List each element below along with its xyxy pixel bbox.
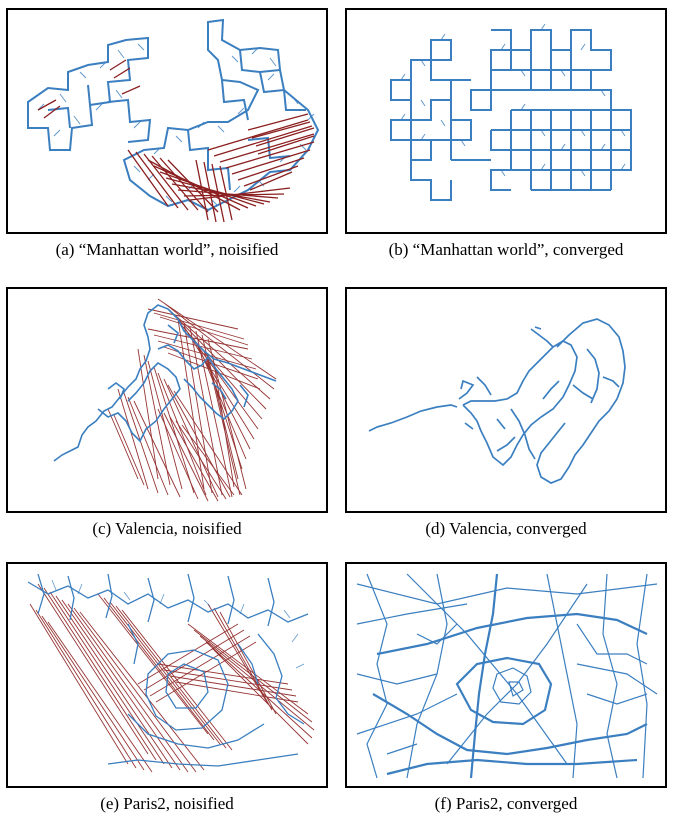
caption-e: (e) Paris2, noisified bbox=[100, 794, 234, 813]
caption-c: (c) Valencia, noisified bbox=[92, 519, 242, 538]
valencia-noisified-graph bbox=[53, 298, 277, 502]
paris2-converged-plot bbox=[345, 562, 667, 788]
manhattan-noisified-graph bbox=[27, 18, 320, 223]
caption-f: (f) Paris2, converged bbox=[434, 794, 578, 813]
manhattan-converged-graph bbox=[390, 23, 632, 201]
valencia-noisified-plot bbox=[6, 287, 328, 513]
valencia-converged-plot bbox=[345, 287, 667, 513]
manhattan-converged-plot bbox=[345, 8, 667, 234]
caption-a: (a) “Manhattan world”, noisified bbox=[55, 240, 279, 259]
paris2-noisified-graph bbox=[27, 573, 315, 773]
paris2-converged-graph bbox=[356, 573, 658, 779]
paris2-noisified-plot bbox=[6, 562, 328, 788]
caption-d: (d) Valencia, converged bbox=[425, 519, 587, 538]
valencia-converged-graph bbox=[368, 318, 626, 484]
manhattan-noisified-plot bbox=[6, 8, 328, 234]
caption-b: (b) “Manhattan world”, converged bbox=[388, 240, 624, 259]
